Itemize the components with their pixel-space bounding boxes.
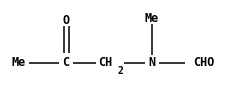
- Text: Me: Me: [11, 56, 25, 69]
- Text: CH: CH: [98, 56, 112, 69]
- Text: C: C: [62, 56, 70, 69]
- Text: O: O: [62, 14, 70, 27]
- Text: CHO: CHO: [193, 56, 214, 69]
- Text: N: N: [148, 56, 156, 69]
- Text: 2: 2: [117, 66, 123, 76]
- Text: Me: Me: [145, 12, 159, 25]
